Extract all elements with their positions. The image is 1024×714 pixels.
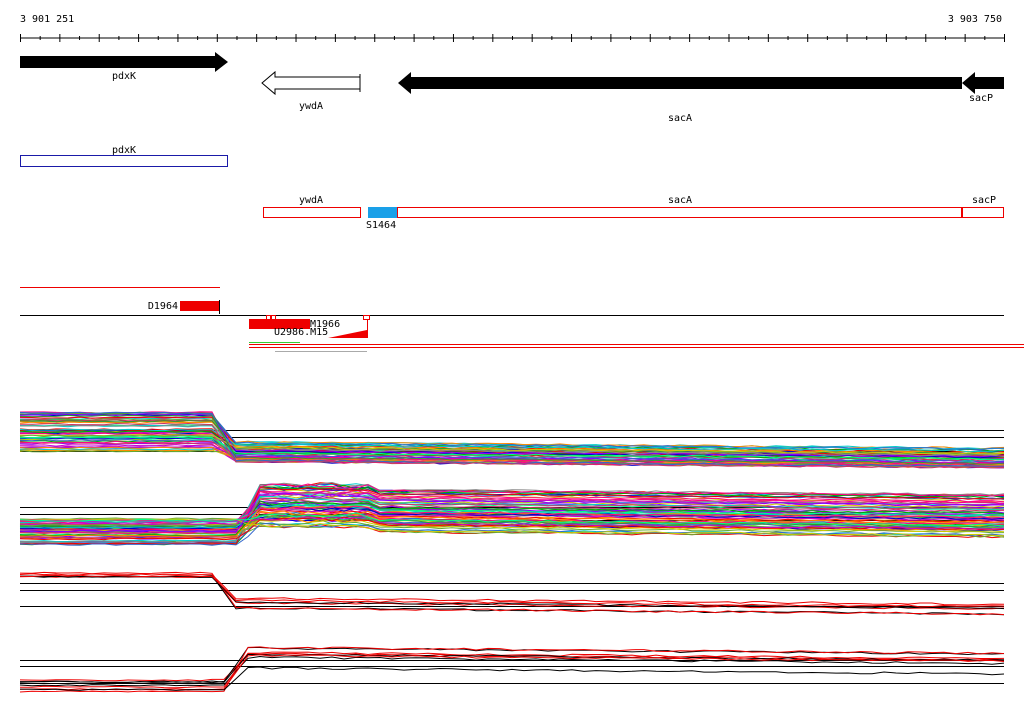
profile-line (19, 573, 1005, 606)
gene-arrow (20, 52, 228, 72)
feature-mark (363, 315, 370, 320)
profile-line (19, 428, 1005, 453)
gene-arrow (962, 72, 1004, 94)
annotation-box (20, 155, 228, 167)
gene-label: pdxK (112, 71, 136, 82)
annotation-box (368, 207, 397, 218)
annotation-label: sacP (972, 195, 996, 206)
axis-ticks (20, 34, 1005, 42)
profile-line (19, 512, 1005, 527)
profile-line (19, 522, 1005, 546)
annotation-label: sacA (668, 195, 692, 206)
profile-line (20, 487, 1005, 545)
profile-line (19, 518, 1005, 537)
gene-arrow (261, 70, 361, 96)
profile-line (19, 574, 1005, 608)
profile-line (19, 575, 1005, 610)
profile-line (19, 414, 1005, 465)
gene-arrow (398, 72, 962, 94)
expression-profiles (19, 411, 1005, 693)
feature-label: U2986.M15 (274, 327, 328, 338)
profile-line (19, 503, 1005, 522)
profile-line (19, 430, 1004, 460)
annotation-label: S1464 (366, 220, 396, 231)
feature-label: D1964 (148, 301, 178, 312)
feature-mark (266, 315, 271, 320)
profile-line (19, 506, 1005, 543)
profile-line (19, 435, 1005, 460)
profile-line (19, 411, 1005, 467)
profile-line (19, 497, 1005, 539)
profile-line (19, 655, 1005, 687)
profile-line (20, 442, 1005, 467)
profile-line (19, 571, 1005, 616)
feature-box (249, 319, 310, 329)
feature-mark (271, 315, 276, 320)
profile-line (19, 508, 1005, 532)
profile-line (20, 646, 1005, 684)
annotation-box (397, 207, 1004, 218)
profile-line (19, 492, 1004, 533)
profile-line (19, 439, 1005, 463)
axis-start-label: 3 901 251 (20, 14, 74, 25)
annotation-label: ywdA (299, 195, 323, 206)
profile-line (19, 442, 1005, 451)
gene-label: ywdA (299, 101, 323, 112)
feature-triangle (328, 330, 367, 338)
profile-line (19, 515, 1005, 530)
profile-line (19, 646, 1005, 693)
profile-line (19, 495, 1005, 543)
gene-label: sacA (668, 113, 692, 124)
profile-line (19, 446, 1005, 463)
annotation-label: pdxK (112, 145, 136, 156)
profile-line (19, 483, 1005, 534)
profile-line (20, 422, 1005, 469)
axis-end-label: 3 903 750 (948, 14, 1002, 25)
feature-box (180, 301, 219, 311)
profile-line (19, 519, 1005, 534)
annotation-divider (961, 207, 963, 218)
annotation-box (263, 207, 361, 218)
feature-label: M1966 (310, 319, 340, 330)
gene-label: sacP (969, 93, 993, 104)
profile-line (19, 575, 1005, 616)
profile-line (19, 651, 1005, 689)
profile-line (19, 575, 1005, 610)
profile-line (19, 666, 1005, 691)
profile-line (19, 424, 1005, 457)
profile-line (19, 489, 1005, 531)
